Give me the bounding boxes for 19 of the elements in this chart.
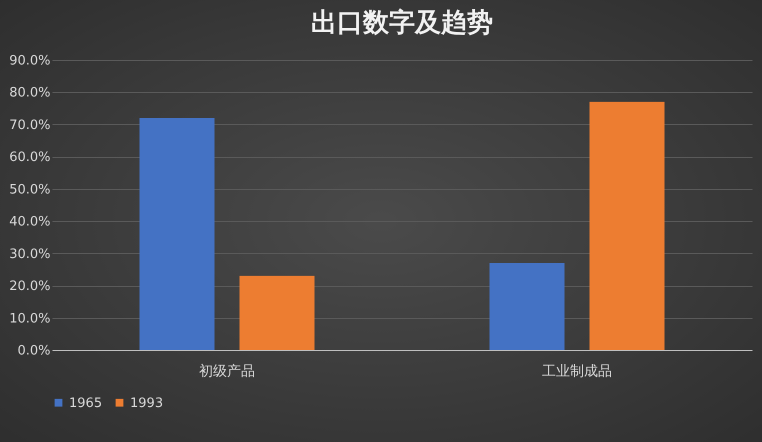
y-tick-label: 90.0% (9, 54, 50, 68)
bar (140, 118, 214, 350)
y-tick-label: 20.0% (9, 279, 50, 294)
bar (590, 102, 664, 350)
y-tick-label: 40.0% (9, 214, 50, 230)
y-tick-label: 80.0% (9, 86, 50, 101)
y-tick-label: 0.0% (17, 344, 50, 358)
y-tick-label: 70.0% (9, 118, 50, 133)
x-tick-label: 工业制成品 (542, 364, 612, 380)
y-tick-label: 30.0% (9, 246, 50, 262)
bar (490, 263, 564, 350)
chart-title: 出口数字及趋势 (311, 8, 493, 38)
y-tick-label: 10.0% (9, 311, 50, 326)
legend-label: 1965 (69, 396, 102, 411)
y-tick-label: 50.0% (9, 182, 50, 198)
y-tick-label: 60.0% (9, 150, 50, 166)
bar (240, 276, 314, 350)
x-tick-label: 初级产品 (199, 364, 255, 380)
legend-label: 1993 (130, 396, 164, 411)
